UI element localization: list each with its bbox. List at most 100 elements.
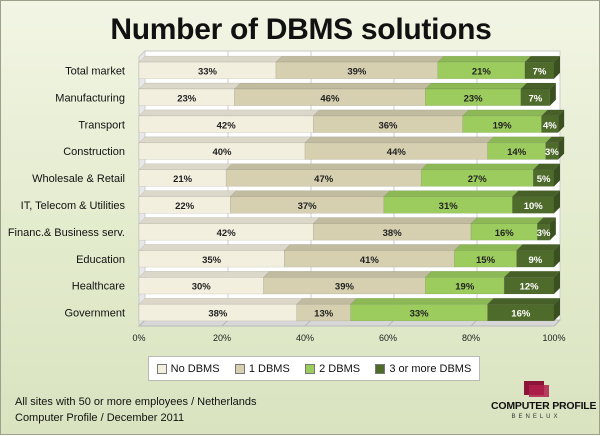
legend-label-3-or-more-dbms: 3 or more DBMS: [389, 362, 472, 375]
data-label-wholesale-retail-3-or-more-dbms: 5%: [537, 174, 551, 185]
x-tick-label: 40%: [296, 333, 314, 343]
data-label-healthcare-3-or-more-dbms: 12%: [520, 282, 540, 293]
gridline-floor: [304, 319, 312, 327]
data-label-construction-3-or-more-dbms: 3%: [545, 147, 559, 158]
bar-wholesale-retail-1-dbms: [225, 163, 428, 187]
bar-financ-business-serv-no-dbms: [138, 217, 320, 241]
data-label-it-telecom-utilities-2-dbms: 31%: [439, 201, 459, 212]
bar-transport-1-dbms: [312, 109, 470, 133]
bar-transport-2-dbms: [462, 109, 549, 133]
bar-healthcare-2-dbms: [424, 271, 511, 295]
x-tick-label: 100%: [542, 333, 565, 343]
legend-item-1-dbms: 1 DBMS: [234, 362, 290, 375]
legend-label-2-dbms: 2 DBMS: [319, 362, 361, 375]
data-label-financ-business-serv-3-or-more-dbms: 3%: [537, 228, 551, 239]
category-label-education: Education: [76, 254, 125, 266]
data-label-financ-business-serv-1-dbms: 38%: [383, 228, 403, 239]
data-label-construction-no-dbms: 40%: [212, 147, 232, 158]
bar-total-market-1-dbms: [275, 55, 445, 80]
chart-title: Number of DBMS solutions: [110, 13, 492, 46]
category-label-it-telecom-utilities: IT, Telecom & Utilities: [21, 200, 126, 212]
x-tick-label: 20%: [213, 333, 231, 343]
data-label-it-telecom-utilities-3-or-more-dbms: 10%: [524, 201, 544, 212]
data-label-wholesale-retail-1-dbms: 47%: [314, 174, 334, 185]
bar-financ-business-serv-1-dbms: [312, 217, 478, 241]
gridline-floor: [470, 319, 478, 327]
data-label-total-market-2-dbms: 21%: [472, 66, 492, 77]
bar-manufacturing-1-dbms: [233, 82, 432, 106]
x-tick-label: 80%: [462, 333, 480, 343]
category-label-transport: Transport: [78, 119, 125, 131]
data-label-transport-no-dbms: 42%: [217, 120, 237, 131]
bar-it-telecom-utilities-1-dbms: [229, 190, 391, 214]
category-label-financ-business-serv: Financ.& Business serv.: [8, 227, 125, 239]
legend-item-2-dbms: 2 DBMS: [305, 363, 360, 375]
legend-swatch-no-dbms: [156, 363, 167, 374]
logo-mark-icon: [524, 381, 549, 397]
bar-education-no-dbms: [138, 244, 291, 268]
legend-swatch-3-or-more-dbms: [375, 363, 386, 374]
category-label-construction: Construction: [63, 146, 125, 158]
footnote-source: Computer Profile / December 2011: [15, 412, 185, 424]
data-label-total-market-3-or-more-dbms: 7%: [533, 66, 547, 77]
bar-education-3-or-more-dbms: [516, 244, 561, 268]
legend-swatch-1-dbms: [234, 363, 245, 374]
data-label-total-market-no-dbms: 33%: [198, 66, 218, 77]
legend-label-1-dbms: 1 DBMS: [248, 362, 290, 375]
data-label-transport-1-dbms: 36%: [378, 120, 398, 131]
bar-construction-3-or-more-dbms: [545, 136, 565, 160]
gridline-floor: [221, 319, 229, 327]
bar-education-1-dbms: [283, 244, 462, 268]
category-label-total-market: Total market: [65, 65, 125, 77]
bar-wholesale-retail-3-or-more-dbms: [532, 163, 561, 187]
data-label-education-3-or-more-dbms: 9%: [528, 255, 542, 266]
data-label-government-3-or-more-dbms: 16%: [511, 309, 531, 320]
category-label-manufacturing: Manufacturing: [55, 92, 125, 104]
data-label-manufacturing-3-or-more-dbms: 7%: [528, 93, 542, 104]
data-label-it-telecom-utilities-no-dbms: 22%: [175, 201, 195, 212]
data-label-total-market-1-dbms: 39%: [347, 66, 367, 77]
legend-swatch-2-dbms: [305, 363, 316, 374]
data-label-manufacturing-2-dbms: 23%: [464, 93, 484, 104]
data-label-financ-business-serv-2-dbms: 16%: [495, 228, 515, 239]
bar-government-2-dbms: [350, 297, 495, 322]
data-label-government-1-dbms: 13%: [314, 309, 334, 320]
data-label-education-no-dbms: 35%: [202, 255, 222, 266]
bar-transport-3-or-more-dbms: [540, 109, 565, 133]
bar-education-2-dbms: [453, 244, 524, 268]
logo-name: COMPUTER PROFILE: [491, 400, 597, 412]
bar-total-market-3-or-more-dbms: [524, 55, 561, 80]
x-tick-label: 60%: [379, 333, 397, 343]
data-label-transport-2-dbms: 19%: [493, 120, 513, 131]
bar-financ-business-serv-3-or-more-dbms: [536, 217, 557, 241]
data-label-manufacturing-1-dbms: 46%: [320, 93, 340, 104]
gridline-floor: [138, 319, 146, 327]
gridline-floor: [387, 319, 395, 327]
footnote-population: All sites with 50 or more employees / Ne…: [15, 396, 257, 408]
data-label-education-1-dbms: 41%: [360, 255, 380, 266]
legend-item-no-dbms: No DBMS: [156, 362, 220, 375]
bar-manufacturing-no-dbms: [138, 82, 242, 106]
data-label-construction-1-dbms: 44%: [387, 147, 407, 158]
category-label-wholesale-retail: Wholesale & Retail: [32, 173, 125, 185]
data-label-healthcare-no-dbms: 30%: [192, 282, 212, 293]
data-label-construction-2-dbms: 14%: [507, 147, 527, 158]
company-logo: COMPUTER PROFILE BENELUX: [491, 379, 597, 425]
logo-subtitle: BENELUX: [511, 414, 561, 420]
bar-it-telecom-utilities-3-or-more-dbms: [511, 190, 561, 214]
legend-item-3-or-more-dbms: 3 or more DBMS: [375, 363, 471, 375]
bar-wholesale-retail-2-dbms: [420, 163, 540, 187]
bar-manufacturing-3-or-more-dbms: [520, 82, 557, 106]
data-label-wholesale-retail-no-dbms: 21%: [173, 174, 193, 185]
x-tick-label: 0%: [132, 333, 145, 343]
category-label-healthcare: Healthcare: [72, 281, 125, 293]
bar-government-3-or-more-dbms: [486, 297, 561, 322]
data-label-transport-3-or-more-dbms: 4%: [543, 120, 557, 131]
data-label-healthcare-2-dbms: 19%: [455, 282, 475, 293]
legend-label-no-dbms: No DBMS: [170, 362, 220, 375]
chart-legend: No DBMS 1 DBMS 2 DBMS 3 or more DBMS: [148, 356, 480, 381]
bar-healthcare-no-dbms: [138, 271, 271, 295]
data-label-education-2-dbms: 15%: [476, 255, 496, 266]
